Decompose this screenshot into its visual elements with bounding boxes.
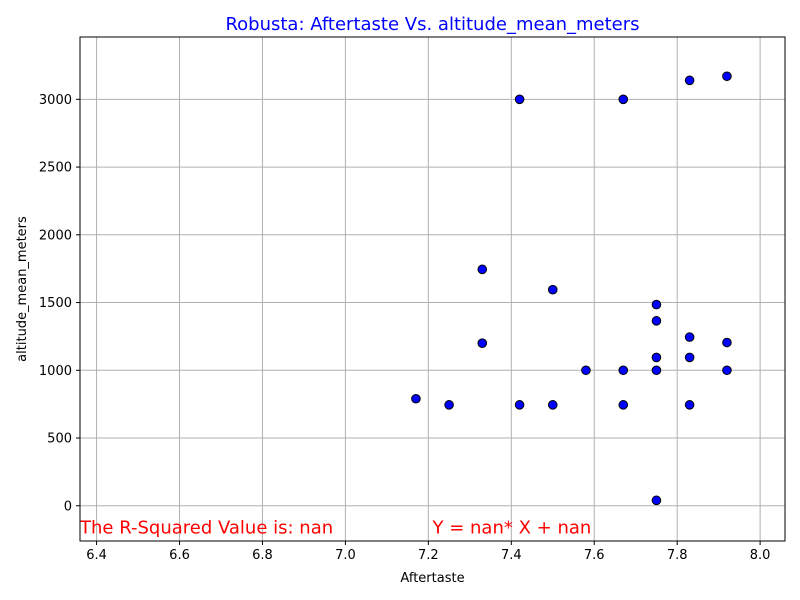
- scatter-point: [477, 264, 488, 275]
- scatter-point: [651, 365, 662, 376]
- y-tick-label: 3000: [39, 93, 72, 108]
- chart-title: Robusta: Aftertaste Vs. altitude_mean_me…: [225, 14, 639, 35]
- scatter-point: [547, 400, 558, 410]
- grid: [80, 37, 785, 541]
- scatter-point: [547, 284, 558, 295]
- scatter-point: [411, 393, 421, 404]
- x-axis-ticks: 6.4 6.6 6.8 7.0 7.2 7.4 7.6 7.8 8.0: [86, 541, 770, 563]
- y-tick-label: 1500: [39, 296, 72, 311]
- scatter-point: [514, 400, 525, 410]
- y-axis-ticks: 0 500 1000 1500 2000 2500 3000: [39, 93, 80, 514]
- x-tick-label: 7.6: [584, 548, 605, 563]
- y-tick-label: 1000: [39, 364, 72, 379]
- x-tick-label: 7.2: [418, 548, 439, 563]
- x-tick-label: 6.4: [86, 548, 107, 563]
- scatter-point: [684, 352, 695, 363]
- x-tick-label: 6.8: [252, 548, 273, 563]
- x-tick-label: 6.6: [169, 548, 190, 563]
- scatter-point: [514, 94, 525, 105]
- scatter-point: [581, 365, 591, 376]
- scatter-point: [477, 338, 488, 348]
- x-tick-label: 7.4: [501, 548, 522, 563]
- scatter-point: [684, 75, 695, 86]
- y-tick-label: 2500: [39, 161, 72, 176]
- x-tick-label: 8.0: [750, 548, 771, 563]
- y-tick-label: 500: [47, 432, 72, 447]
- scatter-point: [618, 365, 629, 376]
- scatter-point: [651, 316, 662, 326]
- scatter-point: [618, 94, 629, 105]
- y-tick-label: 2000: [39, 228, 72, 243]
- scatter-point: [651, 495, 662, 506]
- scatter-point: [444, 400, 454, 410]
- scatter-point: [618, 400, 629, 410]
- axes-frame: [79, 36, 786, 542]
- scatter-point: [722, 337, 732, 348]
- y-tick-label: 0: [64, 499, 72, 514]
- data-points: [411, 71, 732, 506]
- x-axis-label: Aftertaste: [400, 571, 464, 586]
- scatter-point: [684, 332, 695, 342]
- x-tick-label: 7.8: [667, 548, 688, 563]
- r-squared-annotation: The R-Squared Value is: nan: [79, 517, 333, 538]
- y-axis-label: altitude_mean_meters: [15, 216, 30, 362]
- annotations: The R-Squared Value is: nan Y = nan* X + …: [79, 517, 591, 538]
- scatter-point: [651, 352, 662, 363]
- scatter-point: [651, 299, 662, 310]
- scatter-point: [722, 365, 732, 376]
- scatter-point: [722, 71, 732, 82]
- x-tick-label: 7.0: [335, 548, 356, 563]
- scatter-point: [684, 400, 695, 410]
- regression-equation-annotation: Y = nan* X + nan: [432, 517, 592, 538]
